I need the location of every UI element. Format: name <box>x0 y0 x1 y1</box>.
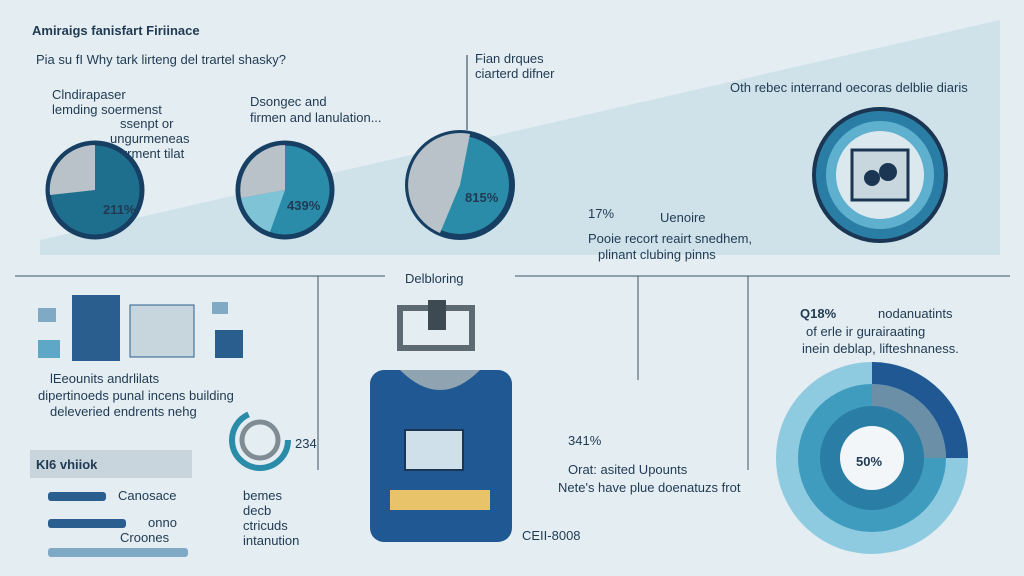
device <box>370 300 512 542</box>
left-caption: decb <box>243 503 271 518</box>
pie-caption: Clndirapaser <box>52 87 126 102</box>
pie <box>235 140 335 240</box>
pie-caption: Dsongec and <box>250 94 327 109</box>
stat-text: of erle ir gurairaating <box>806 324 925 339</box>
left-text: dipertinoeds punal incens building <box>38 388 234 403</box>
concentric-donut <box>776 362 968 554</box>
pie-label: 815% <box>465 190 499 205</box>
emblem <box>812 107 948 243</box>
donut-label: 234 <box>295 436 317 451</box>
left-caption: ctricuds <box>243 518 288 533</box>
pie-label: 211% <box>103 202 136 217</box>
pie-caption: lemding soermenst <box>52 102 162 117</box>
section-title: Delbloring <box>405 271 464 286</box>
bar-label: Canosace <box>118 488 177 503</box>
stat-value: Q18% <box>800 306 837 321</box>
bar-pill <box>48 492 106 501</box>
pie-caption: Fian drques <box>475 51 544 66</box>
left-text: lEeounits andrlilats <box>50 371 160 386</box>
panel-title: KI6 vhiiok <box>36 457 98 472</box>
pie-caption: ciarterd difner <box>475 66 555 81</box>
stat-text: Pooie recort reairt snedhem, <box>588 231 752 246</box>
icons <box>38 295 243 361</box>
title: Amiraigs fanisfart Firiinace <box>32 23 200 38</box>
bar-pill <box>48 548 188 557</box>
device-code: CEII-8008 <box>522 528 581 543</box>
left-caption: intanution <box>243 533 299 548</box>
stat-text: Nete's have plue doenatuzs frot <box>558 480 741 495</box>
left-text: deleveried endrents nehg <box>50 404 197 419</box>
bar-label: onno <box>148 515 177 530</box>
donut-center: 50% <box>856 454 882 469</box>
pie <box>405 130 515 240</box>
stat-text: nodanuatints <box>878 306 953 321</box>
pie-note: ssenpt or <box>120 116 174 131</box>
stat-text: plinant clubing pinns <box>598 247 716 262</box>
left-caption: bemes <box>243 488 283 503</box>
stat-value: 17% <box>588 206 614 221</box>
pie-note: ungurmeneas <box>110 131 190 146</box>
pie-label: 439% <box>287 198 321 213</box>
small-donut <box>229 409 291 471</box>
stat-unit: Uenoire <box>660 210 706 225</box>
pie <box>45 140 145 240</box>
subtitle: Pia su fI Why tark lirteng del trartel s… <box>36 52 286 67</box>
pie-caption: firmen and lanulation... <box>250 110 382 125</box>
panel <box>30 450 192 478</box>
stat-text: inein deblap, lifteshnaness. <box>802 341 959 356</box>
emblem-caption: Oth rebec interrand oecoras delblie diar… <box>730 80 968 95</box>
bar-label: Croones <box>120 530 170 545</box>
stat-value: 341% <box>568 433 602 448</box>
stat-text: Orat: asited Upounts <box>568 462 688 477</box>
bar-pill <box>48 519 126 528</box>
